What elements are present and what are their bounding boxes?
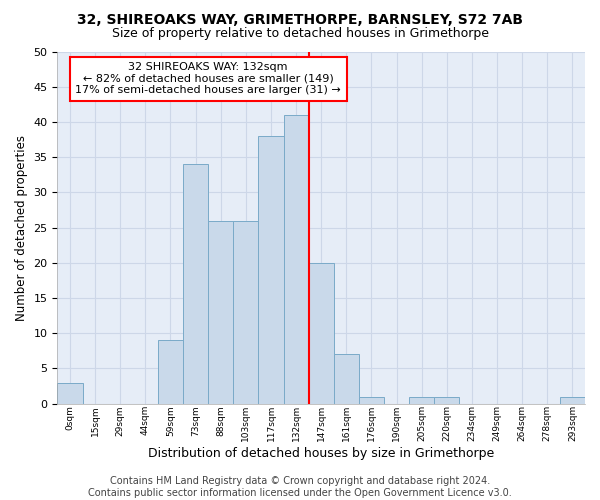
X-axis label: Distribution of detached houses by size in Grimethorpe: Distribution of detached houses by size … xyxy=(148,447,494,460)
Bar xyxy=(259,136,284,404)
Bar xyxy=(208,220,233,404)
Bar xyxy=(284,115,308,404)
Bar xyxy=(359,396,384,404)
Bar xyxy=(58,382,83,404)
Bar xyxy=(334,354,359,404)
Text: 32, SHIREOAKS WAY, GRIMETHORPE, BARNSLEY, S72 7AB: 32, SHIREOAKS WAY, GRIMETHORPE, BARNSLEY… xyxy=(77,12,523,26)
Bar xyxy=(560,396,585,404)
Text: Contains HM Land Registry data © Crown copyright and database right 2024.
Contai: Contains HM Land Registry data © Crown c… xyxy=(88,476,512,498)
Bar xyxy=(308,263,334,404)
Bar xyxy=(434,396,460,404)
Bar xyxy=(183,164,208,404)
Bar xyxy=(409,396,434,404)
Text: 32 SHIREOAKS WAY: 132sqm
← 82% of detached houses are smaller (149)
17% of semi-: 32 SHIREOAKS WAY: 132sqm ← 82% of detach… xyxy=(75,62,341,96)
Bar xyxy=(158,340,183,404)
Text: Size of property relative to detached houses in Grimethorpe: Size of property relative to detached ho… xyxy=(112,28,488,40)
Bar xyxy=(233,220,259,404)
Y-axis label: Number of detached properties: Number of detached properties xyxy=(15,134,28,320)
